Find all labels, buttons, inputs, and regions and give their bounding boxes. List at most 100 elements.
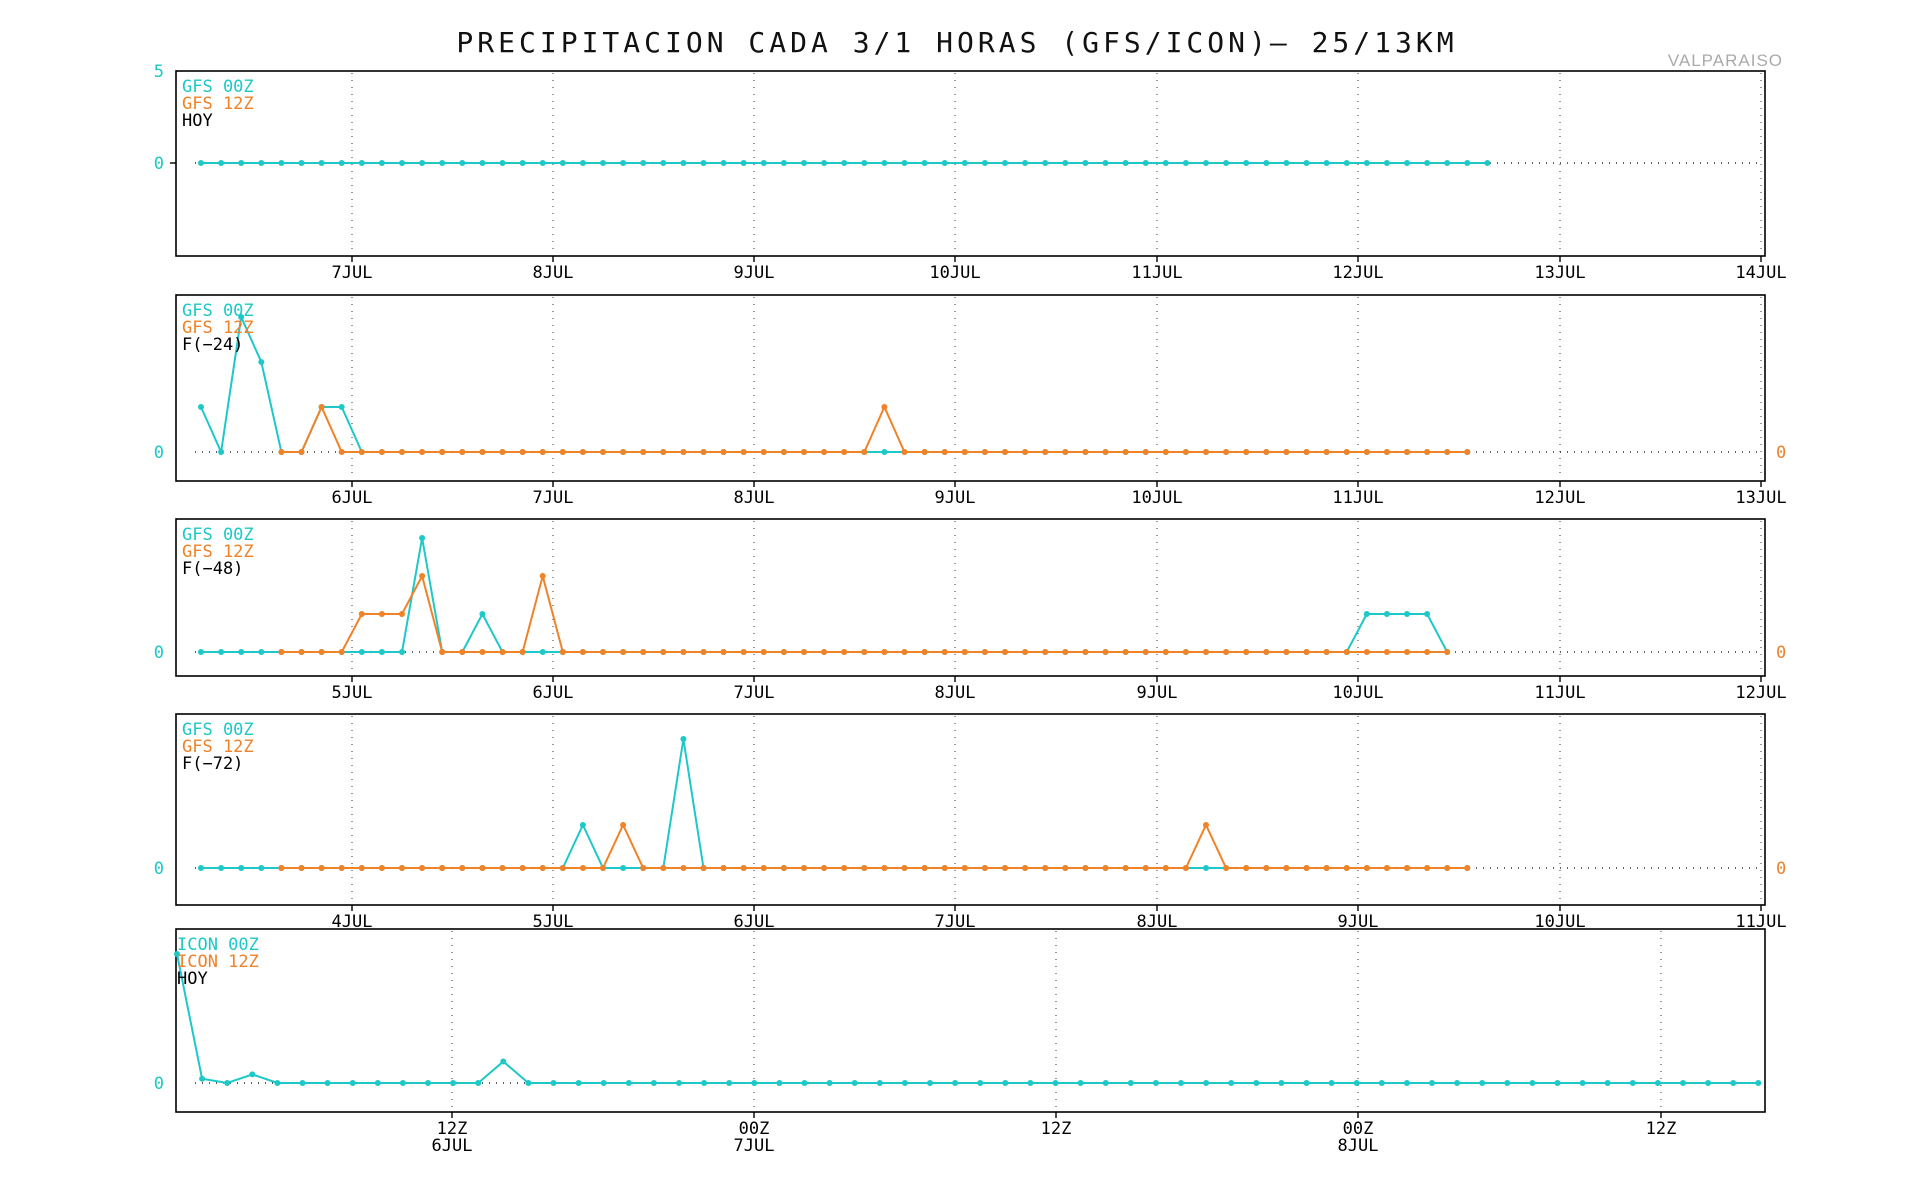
data-point	[881, 865, 888, 871]
series-line	[281, 404, 1468, 453]
data-point	[519, 449, 526, 455]
data-point	[1529, 1080, 1536, 1086]
x-tick-label: 12JUL	[1735, 683, 1786, 703]
data-point	[378, 611, 385, 617]
data-point	[851, 1080, 858, 1086]
data-point	[539, 449, 546, 455]
data-point	[600, 160, 606, 166]
data-point	[1082, 160, 1089, 166]
data-point	[399, 160, 405, 166]
location-label: VALPARAISO	[1668, 51, 1783, 70]
x-tick-label-date: 8JUL	[1338, 1136, 1379, 1156]
data-point	[1002, 449, 1008, 455]
data-point	[1253, 1080, 1260, 1086]
data-point	[1082, 865, 1089, 871]
data-point	[1127, 1080, 1134, 1086]
data-point	[1444, 449, 1451, 455]
legend-entry: GFS 00Z	[182, 525, 254, 545]
x-tick-label: 6JUL	[734, 912, 775, 932]
legend-entry: HOY	[177, 969, 208, 989]
data-point	[826, 1080, 833, 1086]
data-point	[218, 865, 225, 871]
data-point	[479, 649, 486, 655]
data-point	[720, 865, 727, 871]
data-point	[977, 1080, 984, 1086]
data-point	[881, 649, 888, 655]
data-point	[861, 865, 868, 871]
data-point	[981, 865, 988, 871]
x-tick-label: 7JUL	[734, 683, 775, 703]
y-tick-label: 0	[154, 154, 164, 174]
x-tick-label: 10JUL	[1534, 912, 1585, 932]
data-point	[539, 573, 546, 579]
data-point	[198, 160, 204, 166]
data-point	[1554, 1080, 1561, 1086]
data-point	[1383, 611, 1390, 617]
data-point	[760, 865, 767, 871]
data-point	[841, 649, 848, 655]
data-point	[1404, 160, 1410, 166]
data-point	[620, 649, 627, 655]
data-point	[559, 649, 566, 655]
data-point	[1464, 449, 1471, 455]
x-tick-label-date: 7JUL	[734, 1136, 775, 1156]
data-point	[901, 160, 908, 166]
x-tick-label: 8JUL	[533, 263, 574, 283]
data-point	[1027, 1080, 1034, 1086]
data-point	[249, 1071, 256, 1078]
data-point	[539, 865, 546, 871]
data-point	[981, 449, 988, 455]
data-point	[1579, 1080, 1586, 1086]
x-tick-label: 12Z	[1646, 1119, 1677, 1139]
y-tick-label: 0	[154, 643, 164, 663]
data-point	[1263, 865, 1270, 871]
data-point	[579, 649, 586, 655]
data-point	[419, 865, 426, 871]
data-point	[1283, 160, 1290, 166]
series-a	[174, 951, 1762, 1086]
data-point	[1680, 1080, 1686, 1086]
y-tick-label-right: 0	[1776, 443, 1786, 463]
data-point	[559, 865, 566, 871]
x-tick-label: 12JUL	[1534, 488, 1585, 508]
data-point	[901, 649, 908, 655]
data-point	[1303, 1080, 1310, 1086]
data-point	[519, 160, 526, 166]
data-point	[901, 449, 908, 455]
data-point	[1283, 865, 1290, 871]
data-point	[399, 1080, 406, 1086]
x-tick-label: 00Z	[1343, 1119, 1374, 1139]
legend-entry: GFS 12Z	[182, 318, 254, 338]
data-point	[841, 449, 848, 455]
data-point	[198, 404, 204, 410]
data-point	[1454, 1080, 1461, 1086]
data-point	[579, 449, 586, 455]
legend-entry: F(−24)	[182, 335, 243, 355]
x-tick-label: 9JUL	[935, 488, 976, 508]
data-point	[1203, 1080, 1210, 1086]
legend-entry: GFS 00Z	[182, 301, 254, 321]
y-tick-label-right: 0	[1776, 643, 1786, 663]
data-point	[579, 865, 586, 871]
data-point	[660, 449, 667, 455]
data-point	[338, 649, 345, 655]
x-tick-label: 11JUL	[1332, 488, 1383, 508]
data-point	[218, 160, 225, 166]
data-point	[559, 449, 566, 455]
x-tick-label: 7JUL	[332, 263, 373, 283]
data-point	[861, 649, 868, 655]
data-point	[1022, 449, 1029, 455]
data-point	[539, 160, 546, 166]
data-point	[676, 1080, 682, 1086]
data-point	[1022, 649, 1029, 655]
data-point	[1152, 1080, 1159, 1086]
data-point	[600, 449, 606, 455]
x-tick-label: 00Z	[739, 1119, 770, 1139]
y-tick-label: 5	[154, 62, 164, 82]
y-tick-label-right: 0	[1776, 859, 1786, 879]
data-point	[1378, 1080, 1385, 1086]
data-point	[821, 160, 828, 166]
data-point	[780, 649, 787, 655]
data-point	[600, 649, 606, 655]
data-point	[1343, 649, 1350, 655]
